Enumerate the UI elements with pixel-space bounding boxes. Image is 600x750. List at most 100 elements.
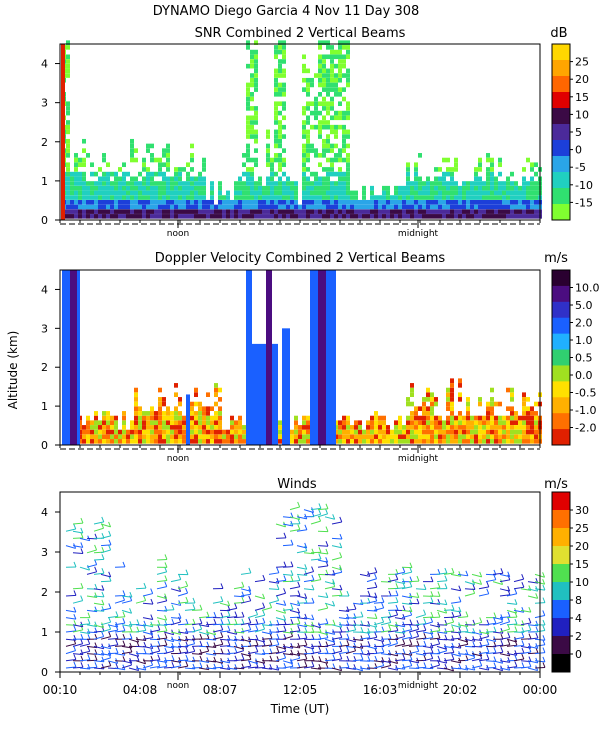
wind-barb: [387, 643, 398, 647]
wind-barb: [450, 645, 461, 649]
wind-barb: [198, 638, 210, 640]
doppler-cell: [454, 415, 458, 421]
doppler-cell: [514, 439, 518, 444]
wind-barb: [240, 665, 251, 669]
doppler-cell: [462, 434, 466, 439]
wind-barb: [289, 516, 300, 521]
snr-cell: [282, 199, 286, 205]
doppler-cell: [162, 397, 166, 402]
snr-cell: [478, 199, 482, 205]
wind-barb-flag: [339, 542, 343, 548]
doppler-cell: [166, 411, 170, 416]
wind-barb-flag: [514, 588, 518, 594]
snr-cell: [198, 176, 202, 182]
wind-barb-flag: [514, 626, 518, 632]
snr-cell: [310, 209, 314, 214]
snr-cell: [162, 148, 166, 153]
wind-barb: [506, 602, 517, 605]
wind-barb-flag: [500, 639, 504, 646]
winds-colorbar-swatch-8: [552, 636, 570, 655]
wind-barb: [93, 588, 104, 591]
doppler-cell: [342, 420, 346, 425]
snr-cell: [186, 176, 190, 182]
snr-cell: [478, 167, 482, 172]
snr-cell: [454, 204, 458, 210]
snr-cell: [386, 185, 390, 191]
doppler-cell: [278, 420, 282, 425]
doppler-cell: [374, 415, 378, 421]
wind-barb: [303, 645, 314, 650]
wind-barb: [387, 614, 398, 619]
wind-barb: [100, 653, 111, 656]
doppler-cell: [294, 429, 298, 435]
wind-barb: [422, 667, 434, 670]
snr-cell: [422, 199, 426, 205]
doppler-daymark-label-1: midnight: [398, 454, 439, 464]
doppler-cell: [398, 415, 402, 421]
wind-barb: [373, 660, 384, 663]
doppler-cell: [450, 392, 454, 397]
doppler-cell: [450, 434, 454, 439]
snr-colorbar-label-1: 20: [575, 73, 589, 86]
wind-barb: [72, 643, 83, 647]
wind-barb-flag: [269, 639, 273, 646]
wind-barb-flag: [157, 640, 161, 647]
snr-cell: [310, 148, 314, 153]
snr-cell: [82, 190, 86, 196]
doppler-cell: [362, 429, 366, 435]
wind-barb: [443, 659, 454, 662]
doppler-cell: [450, 387, 454, 393]
snr-cell: [86, 199, 90, 205]
snr-cell: [238, 204, 242, 210]
doppler-cell: [482, 415, 486, 421]
snr-cell: [150, 157, 154, 163]
doppler-cell: [434, 401, 438, 407]
wind-barb: [415, 637, 426, 640]
wind-barb-flag: [458, 606, 462, 613]
wind-barb-flag: [199, 655, 203, 662]
wind-barb-flag: [290, 539, 294, 546]
wind-barb-flag: [514, 618, 518, 625]
wind-barb: [506, 653, 517, 656]
snr-cell: [422, 209, 426, 214]
snr-cell: [90, 181, 94, 186]
doppler-cell: [522, 415, 526, 421]
snr-cell: [302, 214, 306, 219]
snr-cell: [490, 199, 494, 205]
snr-cell: [330, 148, 334, 153]
wind-barb-flag: [283, 608, 287, 614]
snr-cell: [362, 195, 366, 200]
snr-cell: [126, 185, 130, 191]
wind-barb-flag: [367, 640, 371, 647]
doppler-cell: [410, 383, 414, 388]
wind-barb: [79, 631, 90, 635]
doppler-cell: [490, 434, 494, 439]
snr-cell: [346, 199, 350, 205]
snr-cell: [330, 181, 334, 186]
snr-cell: [194, 209, 198, 214]
wind-barb: [499, 573, 510, 578]
snr-cell: [438, 185, 442, 191]
snr-cell: [474, 167, 478, 172]
snr-cell: [494, 214, 498, 219]
snr-cell: [466, 209, 470, 214]
doppler-cell: [414, 429, 418, 435]
snr-cell: [450, 199, 454, 205]
snr-cell: [358, 199, 362, 205]
wind-barb-flag: [423, 625, 427, 631]
snr-cell: [406, 195, 410, 200]
doppler-cell: [422, 401, 426, 407]
wind-barb-flag: [101, 656, 105, 662]
wind-barb: [296, 653, 308, 655]
wind-barb-flag: [325, 508, 329, 515]
wind-barb: [275, 602, 286, 606]
snr-cell: [154, 181, 158, 186]
snr-cell: [518, 214, 522, 219]
wind-barb-flag: [479, 571, 483, 578]
snr-cell: [294, 185, 298, 191]
snr-cell: [182, 195, 186, 200]
snr-cell: [338, 77, 342, 83]
wind-barb: [436, 631, 447, 634]
snr-cell: [346, 101, 350, 107]
wind-barb-flag: [115, 663, 119, 669]
